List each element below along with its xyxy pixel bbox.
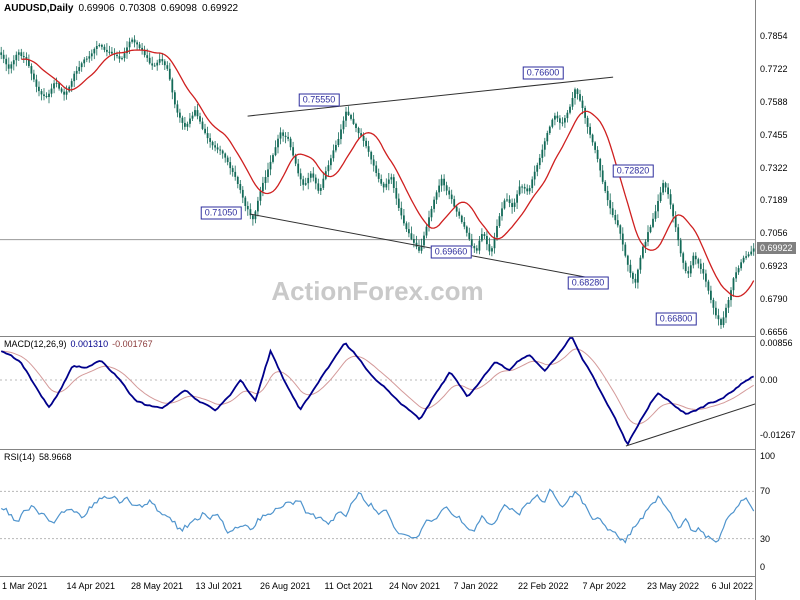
price-axis-tick: 0.7455	[760, 130, 788, 140]
swing-price-label[interactable]: 0.71050	[200, 206, 242, 220]
price-axis[interactable]: 0.69922 0.7854 0.7722 0.7588 0.7455 0.7322 0.…	[755, 0, 800, 600]
macd-signal-value: -0.001767	[112, 339, 153, 349]
date-label: 23 May 2022	[647, 581, 700, 591]
rsi-indicator-panel[interactable]: RSI(14) 58.9668	[0, 450, 755, 577]
price-axis-tick: 0.7322	[760, 163, 788, 173]
date-label: 13 Jul 2021	[195, 581, 243, 591]
macd-label: MACD(12,26,9) 0.001310 -0.001767	[4, 339, 157, 349]
macd-signal-line	[1, 348, 754, 425]
price-axis-tick: 0.6790	[760, 294, 788, 304]
swing-price-label[interactable]: 0.76600	[522, 66, 564, 80]
macd-svg	[0, 337, 755, 447]
swing-price-label[interactable]: 0.72820	[612, 164, 654, 178]
price-axis-tick: 0.7722	[760, 64, 788, 74]
rsi-value: 58.9668	[39, 452, 72, 462]
swing-price-label[interactable]: 0.66800	[655, 312, 697, 326]
price-axis-tick: 0.6656	[760, 327, 788, 337]
date-label: 7 Apr 2022	[582, 581, 627, 591]
swing-price-label[interactable]: 0.69660	[430, 245, 472, 259]
macd-axis-tick: 0.00	[760, 375, 778, 385]
current-price-badge: 0.69922	[757, 242, 796, 254]
swing-price-label[interactable]: 0.68280	[567, 276, 609, 290]
swing-price-label[interactable]: 0.75550	[298, 93, 340, 107]
rsi-axis-tick: 0	[760, 562, 766, 572]
symbol-timeframe-label: AUDUSD,Daily	[4, 3, 74, 14]
price-axis-tick: 0.7854	[760, 31, 788, 41]
rsi-axis-tick: 30	[760, 534, 771, 544]
macd-main-value: 0.001310	[70, 339, 109, 349]
main-price-chart-panel[interactable]: ActionForex.com AUDUSD,Daily 0.69906 0.703…	[0, 0, 755, 337]
macd-main-line	[0, 337, 755, 446]
date-label: 14 Apr 2021	[66, 581, 116, 591]
macd-trendline	[625, 403, 755, 447]
date-label: 24 Nov 2021	[389, 581, 441, 591]
date-label: 1 Mar 2021	[2, 581, 48, 591]
rsi-axis-tick: 100	[760, 451, 776, 461]
candles	[0, 35, 755, 329]
open-value: 0.69906	[78, 3, 115, 14]
rsi-line	[0, 488, 755, 544]
low-value: 0.69098	[160, 3, 197, 14]
trendline-0	[247, 76, 614, 117]
rsi-svg	[0, 488, 755, 544]
date-label: 11 Oct 2021	[324, 581, 373, 591]
price-axis-tick: 0.6923	[760, 261, 788, 271]
moving-average-line	[21, 49, 755, 298]
macd-name: MACD(12,26,9)	[4, 339, 67, 349]
chart-title: AUDUSD,Daily 0.69906 0.70308 0.69098 0.69922	[4, 3, 243, 14]
trendline-1	[249, 213, 590, 279]
macd-axis-tick: 0.00856	[760, 338, 793, 348]
high-value: 0.70308	[119, 3, 156, 14]
price-axis-tick: 0.7588	[760, 97, 788, 107]
date-label: 28 May 2021	[131, 581, 184, 591]
price-axis-tick: 0.7189	[760, 195, 788, 205]
rsi-label: RSI(14) 58.9668	[4, 452, 76, 462]
rsi-axis-tick: 70	[760, 486, 771, 496]
price-chart-svg	[0, 35, 755, 329]
macd-axis-tick: -0.01267	[760, 430, 796, 440]
date-label: 7 Jan 2022	[453, 581, 499, 591]
date-label: 26 Aug 2021	[260, 581, 311, 591]
close-value: 0.69922	[201, 3, 239, 14]
time-axis[interactable]: 1 Mar 2021 14 Apr 2021 28 May 2021 13 Jul 2…	[0, 577, 755, 600]
rsi-name: RSI(14)	[4, 452, 36, 462]
date-label: 22 Feb 2022	[518, 581, 569, 591]
date-label: 6 Jul 2022	[711, 581, 754, 591]
macd-indicator-panel[interactable]: MACD(12,26,9) 0.001310 -0.001767	[0, 337, 755, 450]
price-axis-tick: 0.7056	[760, 228, 788, 238]
watermark: ActionForex.com	[271, 276, 484, 306]
